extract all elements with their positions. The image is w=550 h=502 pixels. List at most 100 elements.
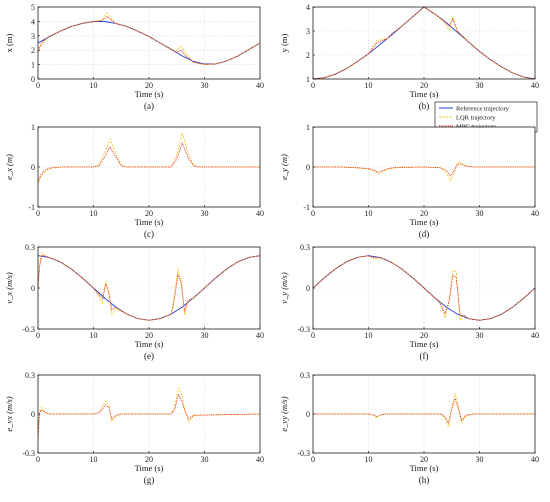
x-axis-label: Time (s) (135, 89, 164, 99)
x-tick-label: 0 (36, 331, 40, 340)
x-tick-label: 40 (531, 331, 539, 340)
mpc-trajectory-line (37, 15, 261, 65)
y-tick-label: -0.3 (22, 325, 35, 334)
y-tick-label: 0 (306, 163, 310, 172)
y-tick-label: 4 (31, 17, 35, 26)
x-tick-label: 30 (201, 209, 209, 218)
y-tick-label: 0 (306, 410, 310, 419)
y-axis-label: v_y (m/s) (279, 272, 289, 304)
y-tick-label: -1 (303, 203, 310, 212)
y-tick-label: 0 (31, 284, 35, 293)
x-tick-label: 0 (36, 209, 40, 218)
x-axis-label: Time (s) (410, 217, 439, 227)
x-tick-label: 40 (531, 209, 539, 218)
mpc-trajectory-line (37, 142, 260, 182)
subplot-label: (h) (419, 475, 430, 485)
y-axis-label: e_y (m) (279, 154, 289, 180)
x-tick-label: 30 (476, 331, 484, 340)
x-tick-label: 30 (201, 81, 209, 90)
x-tick-label: 30 (476, 455, 484, 464)
y-tick-label: 4 (306, 3, 310, 12)
mpc-trajectory-line (37, 394, 261, 434)
y-tick-label: 0.3 (300, 371, 310, 380)
y-tick-label: -0.3 (297, 449, 310, 458)
y-tick-label: 3 (31, 32, 35, 41)
y-tick-label: 1 (306, 75, 310, 84)
x-tick-label: 30 (476, 209, 484, 218)
x-axis-label: Time (s) (135, 217, 164, 227)
legend-label-lqr: LQR trajectory (456, 114, 496, 121)
y-axis-label: e_vx (m/s) (4, 396, 14, 431)
y-tick-label: 0.3 (300, 243, 310, 252)
x-tick-label: 20 (420, 455, 428, 464)
x-tick-label: 10 (90, 331, 98, 340)
x-tick-label: 10 (365, 455, 373, 464)
x-axis-label: Time (s) (410, 463, 439, 473)
subplot-label: (e) (144, 351, 154, 361)
x-tick-label: 40 (256, 81, 264, 90)
subplot-label: (c) (144, 229, 154, 239)
y-axis-label: y (m) (279, 34, 289, 53)
mpc-trajectory-line (313, 163, 535, 177)
y-tick-label: 3 (306, 27, 310, 36)
y-tick-label: 0 (31, 163, 35, 172)
x-tick-label: 20 (145, 209, 153, 218)
x-tick-label: 10 (365, 81, 373, 90)
x-tick-label: 30 (201, 331, 209, 340)
x-tick-label: 40 (256, 455, 264, 464)
x-tick-label: 40 (256, 331, 264, 340)
x-axis-label: Time (s) (410, 339, 439, 349)
x-tick-label: 20 (145, 331, 153, 340)
y-tick-label: 0.3 (25, 243, 35, 252)
y-axis-label: x (m) (4, 34, 14, 53)
x-tick-label: 0 (36, 81, 40, 90)
subplot-label: (f) (420, 351, 429, 361)
x-tick-label: 0 (311, 331, 315, 340)
y-tick-label: -1 (28, 203, 35, 212)
y-tick-label: 0.3 (25, 371, 35, 380)
mpc-trajectory-line (312, 6, 536, 80)
y-tick-label: 0 (31, 75, 35, 84)
lqr-trajectory-line (37, 132, 260, 186)
x-tick-label: 0 (311, 209, 315, 218)
x-tick-label: 30 (201, 455, 209, 464)
legend-label-reference: Reference trajectory (456, 105, 510, 112)
subplot-label: (g) (144, 475, 155, 485)
mpc-trajectory-line (313, 397, 535, 424)
mpc-trajectory-line (37, 254, 261, 321)
y-tick-label: 1 (31, 61, 35, 70)
y-tick-label: 0 (306, 284, 310, 293)
subplot-b: 0 10 20 30 40 1 2 3 4 Time (s) y (m) (b) (279, 3, 539, 111)
x-tick-label: 20 (420, 209, 428, 218)
y-tick-label: 1 (306, 123, 310, 132)
x-tick-label: 20 (145, 81, 153, 90)
x-tick-label: 40 (256, 209, 264, 218)
y-axis-label: e_vy (m/s) (279, 396, 289, 431)
x-tick-label: 20 (420, 331, 428, 340)
subplot-label: (d) (419, 229, 430, 239)
x-tick-label: 20 (420, 81, 428, 90)
y-tick-label: 1 (31, 123, 35, 132)
y-tick-label: 2 (306, 51, 310, 60)
x-axis-label: Time (s) (135, 463, 164, 473)
x-tick-label: 10 (90, 209, 98, 218)
y-tick-label: -0.3 (22, 449, 35, 458)
y-tick-label: 0 (31, 410, 35, 419)
x-tick-label: 40 (531, 81, 539, 90)
x-tick-label: 10 (365, 209, 373, 218)
x-tick-label: 40 (531, 455, 539, 464)
y-tick-label: 2 (31, 46, 35, 55)
x-axis-label: Time (s) (135, 339, 164, 349)
y-axis-label: e_x (m) (4, 154, 14, 180)
x-tick-label: 0 (311, 455, 315, 464)
subplot-a: 0 10 20 30 40 0 1 2 3 4 5 Time (s) x (m) (a) (4, 3, 264, 111)
x-tick-label: 30 (476, 81, 484, 90)
x-tick-label: 10 (365, 331, 373, 340)
y-tick-label: 5 (31, 3, 35, 12)
